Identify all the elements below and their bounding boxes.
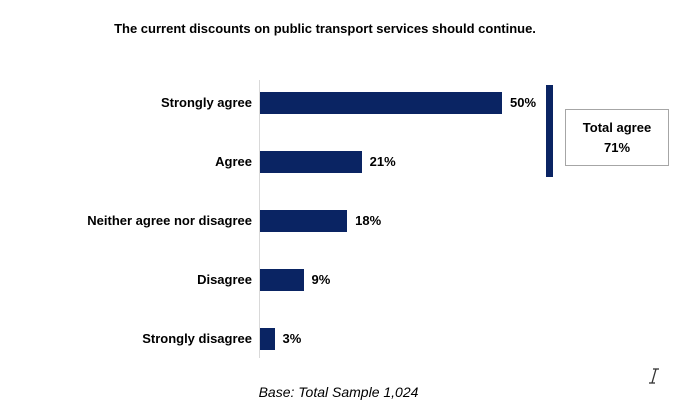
total-agree-label: Total agree [582,119,652,135]
bar-area: 21% [259,132,677,191]
bar-area: 50% [259,73,677,132]
category-label: Strongly agree [160,95,252,110]
value-label: 9% [311,272,331,287]
bar [260,91,502,114]
bar-area: 9% [259,250,677,309]
chart-title: The current discounts on public transpor… [114,21,536,36]
value-label: 18% [355,213,382,228]
bar-area: 3% [259,309,677,368]
category-label: Strongly disagree [142,331,252,346]
total-agree-box: Total agree 71% [565,109,669,166]
bar [260,150,362,173]
bar-rows: Strongly agree 50% Agree 21% Neither agree n… [0,73,677,368]
category-label: Neither agree nor disagree [87,213,252,228]
bar-row: Disagree 9% [0,250,677,309]
value-label: 3% [282,331,302,346]
value-label: 50% [510,95,537,110]
category-label: Disagree [197,272,252,287]
value-label: 21% [369,154,396,169]
category-label: Agree [215,154,252,169]
total-agree-value: 71% [603,139,631,155]
category-axis-line [259,80,260,358]
bar-row: Neither agree nor disagree 18% [0,191,677,250]
bar [260,327,275,350]
bar-row: Strongly agree 50% [0,73,677,132]
bar [260,209,348,232]
text-cursor-icon [649,368,659,384]
base-note: Base: Total Sample 1,024 [258,384,419,400]
bar-row: Strongly disagree 3% [0,309,677,368]
bar [260,268,304,291]
total-agree-bracket [546,85,553,177]
bar-area: 18% [259,191,677,250]
bar-row: Agree 21% [0,132,677,191]
